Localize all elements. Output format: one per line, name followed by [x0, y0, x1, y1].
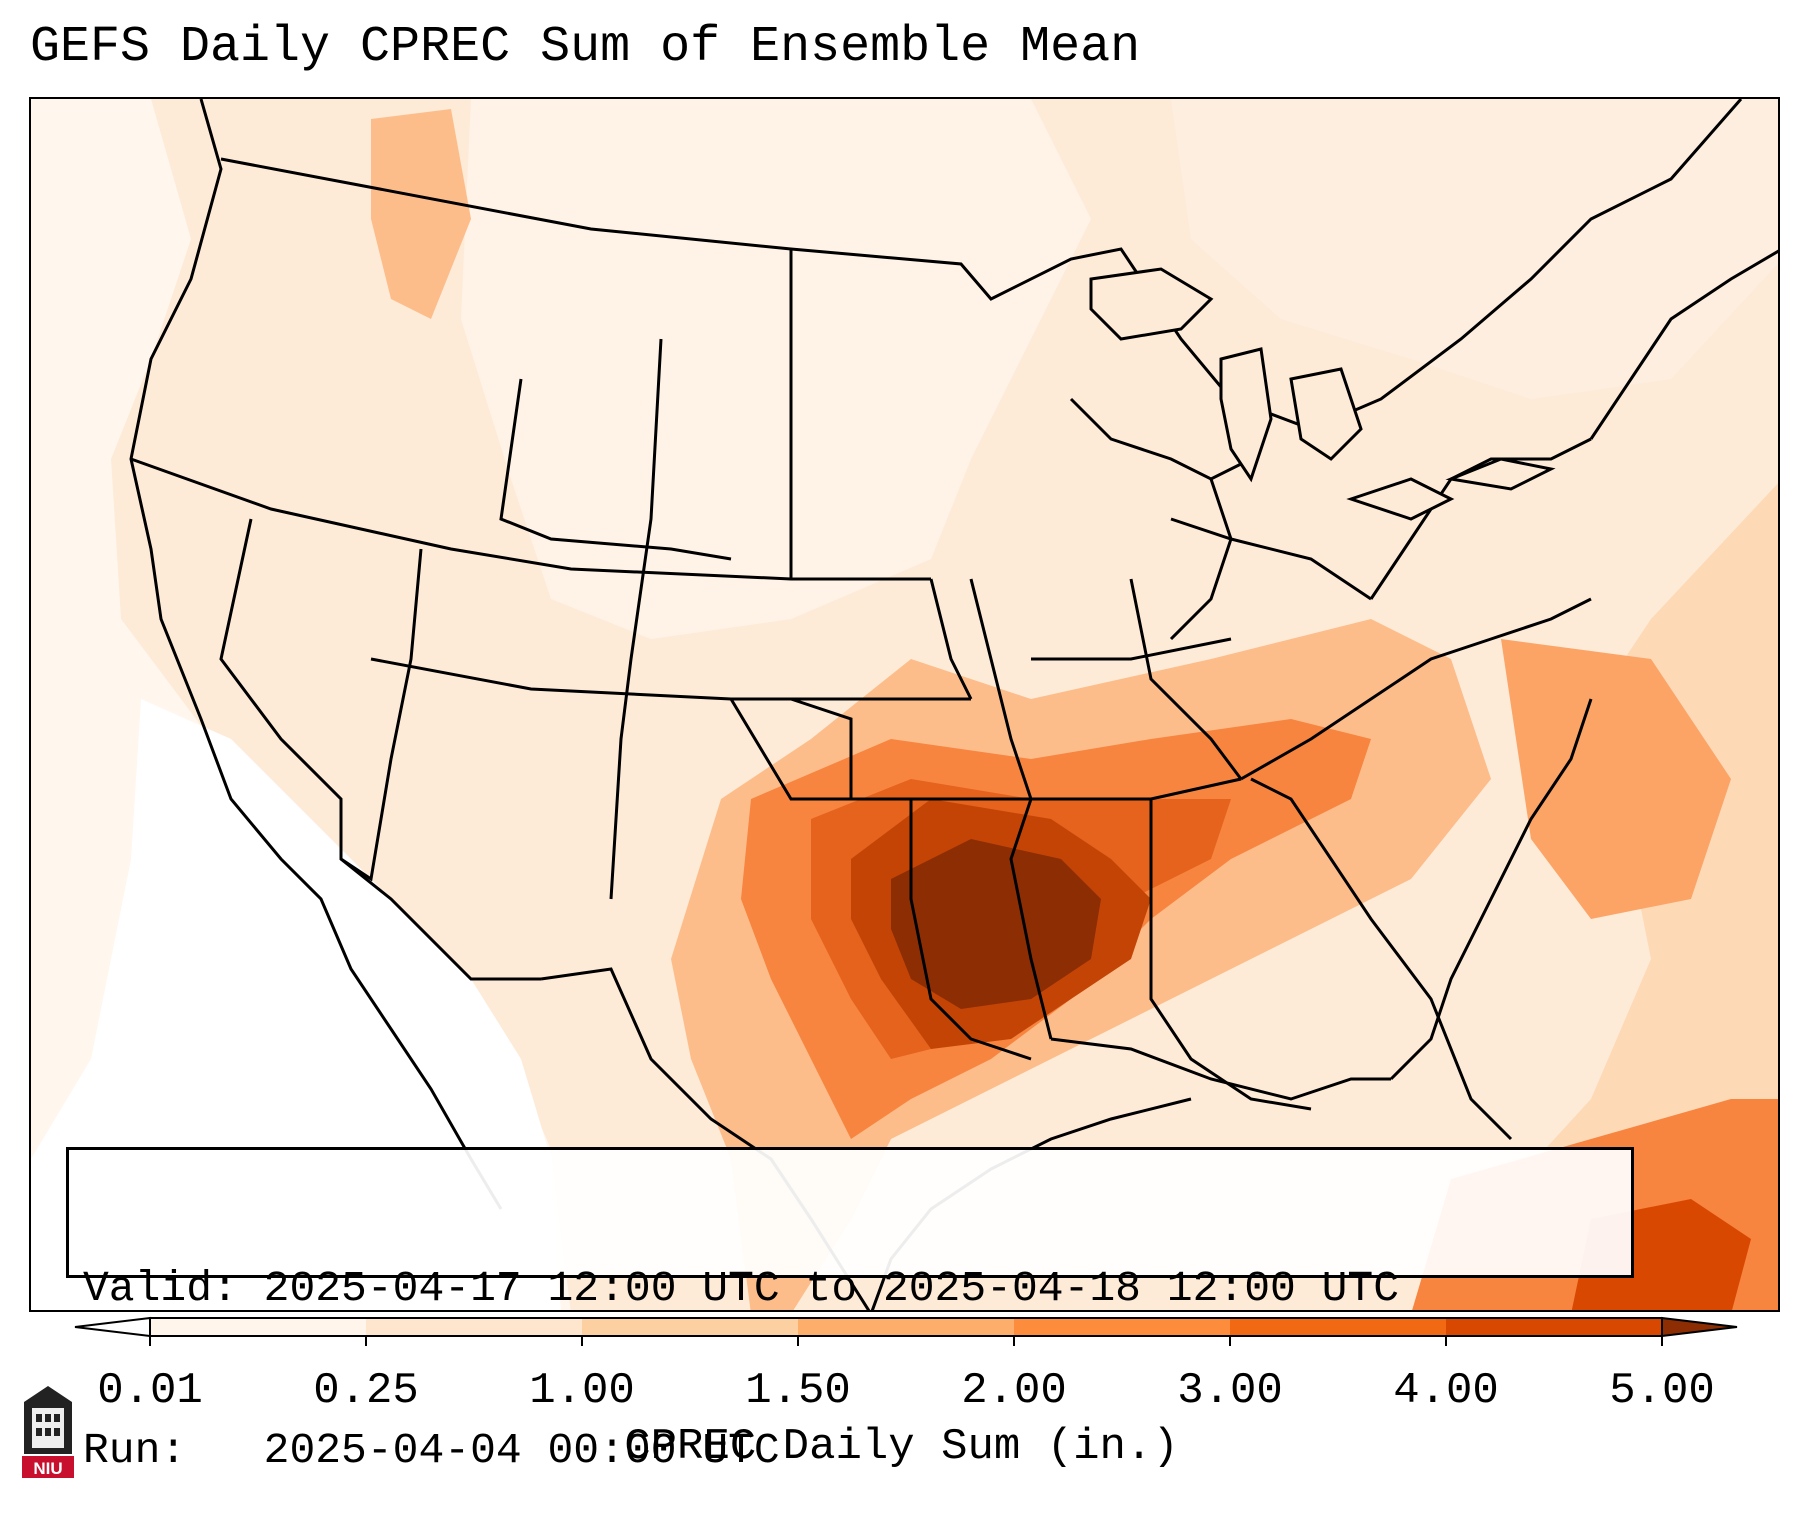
map-canvas: [31, 99, 1778, 1310]
band-7-max: [891, 839, 1101, 1009]
colorbar-segment: [1014, 1318, 1231, 1336]
colorbar-ticks: 0.01 0.25 1.00 1.50 2.00 3.00 4.00 5.00: [97, 1336, 1715, 1416]
precipitation-map: [29, 97, 1780, 1312]
colorbar-segments: [74, 1316, 1738, 1338]
colorbar-tick-label: 5.00: [1609, 1366, 1715, 1416]
colorbar-extend-high: [1661, 1316, 1738, 1338]
colorbar-tick-label: 3.00: [1177, 1366, 1283, 1416]
colorbar-segment: [582, 1318, 799, 1336]
colorbar-border: [149, 1317, 1663, 1337]
colorbar-segment: [798, 1318, 1015, 1336]
valid-key: Valid:: [83, 1264, 238, 1313]
valid-value: 2025-04-17 12:00 UTC to 2025-04-18 12:00…: [263, 1264, 1400, 1313]
colorbar-segment: [1230, 1318, 1447, 1336]
political-boundaries: [129, 99, 1778, 1310]
run-key: Run:: [83, 1426, 187, 1475]
colorbar-segment: [150, 1318, 367, 1336]
colorbar-segment: [366, 1318, 583, 1336]
light-region-north-plains: [461, 99, 1091, 639]
run-value: 2025-04-04 00:00 UTC: [263, 1426, 780, 1475]
colorbar-tick-label: 1.50: [745, 1366, 851, 1416]
run-line: Run: 2025-04-04 00:00 UTC: [83, 1424, 1617, 1478]
colorbar-tick-label: 2.00: [961, 1366, 1067, 1416]
colorbar-label: CPREC Daily Sum (in.): [624, 1422, 1179, 1472]
colorbar-tick-label: 0.25: [313, 1366, 419, 1416]
colorbar-segment: [1446, 1318, 1663, 1336]
band-3: [1501, 639, 1731, 919]
colorbar-extend-low: [74, 1316, 151, 1338]
niu-logo: NIU: [22, 1386, 74, 1478]
valid-line: Valid: 2025-04-17 12:00 UTC to 2025-04-1…: [83, 1262, 1617, 1316]
colorbar-tick-label: 1.00: [529, 1366, 635, 1416]
great-lakes: [1089, 267, 1556, 521]
band-northwest: [371, 109, 471, 319]
band-1: [1413, 483, 1778, 1310]
light-region-northeast: [1171, 99, 1778, 399]
logo-text: NIU: [33, 1459, 62, 1478]
colorbar-tick-label: 4.00: [1393, 1366, 1499, 1416]
colorbar-tick-label: 0.01: [97, 1366, 203, 1416]
colorbar: 0.01 0.25 1.00 1.50 2.00 3.00 4.00 5.00: [74, 1316, 1738, 1416]
chart-title: GEFS Daily CPREC Sum of Ensemble Mean: [30, 19, 1141, 76]
valid-run-info-box: Valid: 2025-04-17 12:00 UTC to 2025-04-1…: [66, 1147, 1634, 1475]
